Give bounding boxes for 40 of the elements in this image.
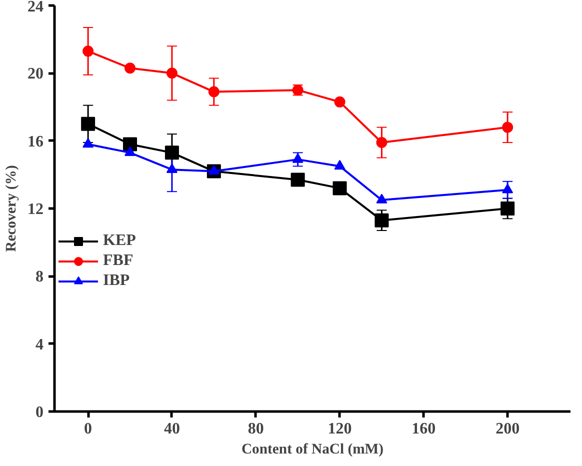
point — [334, 160, 346, 170]
point — [81, 116, 96, 131]
legend-label: IBP — [103, 272, 130, 290]
y-tick-label: 0 — [36, 404, 44, 421]
point — [292, 153, 304, 163]
y-tick-label: 8 — [36, 268, 44, 286]
point — [124, 62, 136, 74]
point — [208, 86, 220, 98]
point — [502, 122, 514, 133]
point — [374, 213, 389, 228]
y-tick-label: 4 — [36, 336, 44, 354]
point — [290, 172, 305, 187]
legend-label: FBF — [103, 252, 134, 270]
point — [376, 137, 388, 148]
point — [332, 181, 347, 196]
point — [82, 138, 94, 148]
x-axis-title: Content of NaCl (mM) — [241, 442, 384, 458]
y-tick-label: 20 — [28, 66, 44, 83]
point — [376, 194, 388, 204]
point — [82, 46, 94, 57]
point — [164, 146, 179, 160]
y-axis-title: Recovery (%) — [4, 165, 20, 252]
point — [166, 163, 178, 173]
point — [124, 146, 136, 156]
x-tick-label: 80 — [248, 420, 264, 438]
y-tick-label: 24 — [28, 0, 44, 16]
y-tick-label: 16 — [28, 133, 44, 150]
point — [334, 96, 346, 108]
x-tick-label: 200 — [496, 420, 520, 438]
point — [502, 184, 514, 194]
x-tick-label: 0 — [84, 420, 92, 438]
y-tick-label: 12 — [28, 201, 44, 218]
point — [208, 165, 220, 175]
point — [123, 137, 138, 152]
x-tick-label: 160 — [412, 420, 436, 438]
point — [166, 68, 178, 79]
legend-label: KEP — [103, 232, 136, 250]
x-tick-label: 40 — [164, 420, 180, 438]
x-tick-label: 120 — [328, 420, 352, 438]
point — [500, 202, 515, 216]
